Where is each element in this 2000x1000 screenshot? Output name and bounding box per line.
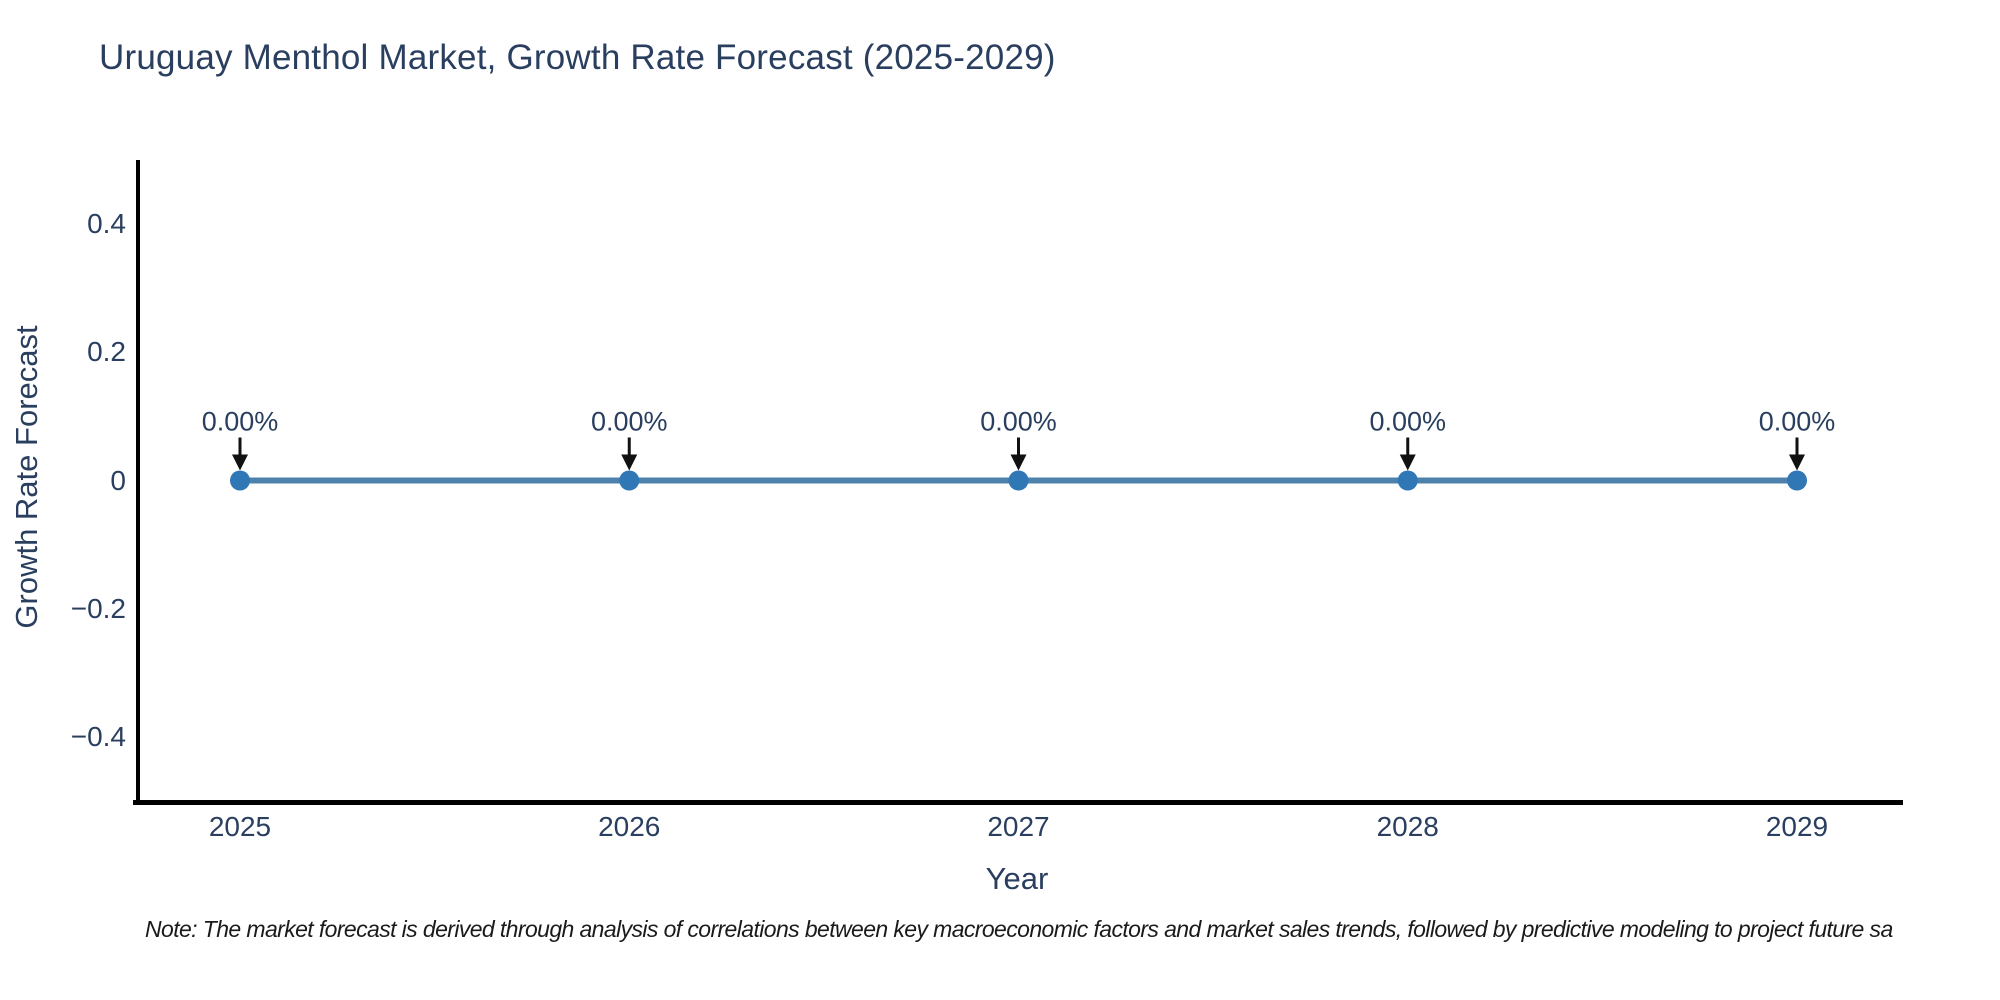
point-annotation: 0.00%	[1369, 407, 1446, 437]
annotation-arrow-head	[1010, 454, 1027, 471]
x-tick-label: 2029	[1765, 811, 1829, 842]
data-point[interactable]	[230, 470, 250, 491]
data-point[interactable]	[619, 470, 640, 491]
y-axis-line	[136, 160, 140, 805]
annotation-arrow-head	[621, 454, 638, 471]
chart-title: Uruguay Menthol Market, Growth Rate Fore…	[99, 38, 1056, 77]
data-point[interactable]	[1008, 470, 1029, 491]
point-annotation: 0.00%	[202, 407, 279, 437]
y-tick-label: −0.4	[70, 720, 126, 752]
data-point[interactable]	[1787, 470, 1807, 491]
data-point[interactable]	[1397, 470, 1418, 491]
annotation-arrow-head	[1789, 454, 1805, 471]
x-tick-label: 2026	[598, 811, 661, 842]
y-tick-label: 0.4	[87, 208, 126, 240]
x-axis-line	[133, 800, 1903, 805]
annotation-arrow-head	[1399, 454, 1416, 471]
x-tick-label: 2028	[1376, 811, 1439, 842]
x-tick-label: 2027	[987, 811, 1050, 842]
point-annotation: 0.00%	[591, 407, 668, 437]
point-annotation: 0.00%	[980, 407, 1057, 437]
y-tick-label: 0.2	[87, 336, 126, 368]
annotation-arrow-head	[232, 454, 248, 471]
x-tick-label: 2025	[208, 811, 272, 842]
footnote: Note: The market forecast is derived thr…	[145, 916, 1893, 942]
y-tick-label: −0.2	[70, 592, 126, 624]
point-annotation: 0.00%	[1759, 407, 1836, 437]
y-tick-label: 0	[110, 464, 126, 496]
x-axis-title: Year	[985, 861, 1049, 896]
